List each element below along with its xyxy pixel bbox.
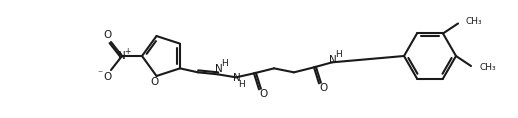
Text: ⁻: ⁻: [97, 69, 103, 79]
Text: N: N: [329, 55, 337, 65]
Text: +: +: [124, 46, 131, 55]
Text: H: H: [239, 80, 246, 89]
Text: H: H: [336, 50, 342, 59]
Text: O: O: [150, 77, 159, 87]
Text: H: H: [222, 59, 228, 68]
Text: O: O: [260, 89, 268, 99]
Text: O: O: [320, 83, 328, 93]
Text: O: O: [104, 72, 112, 82]
Text: CH₃: CH₃: [479, 63, 496, 72]
Text: CH₃: CH₃: [466, 17, 483, 26]
Text: O: O: [104, 30, 112, 40]
Text: N: N: [233, 73, 241, 83]
Text: N: N: [118, 51, 126, 61]
Text: N: N: [215, 64, 223, 74]
